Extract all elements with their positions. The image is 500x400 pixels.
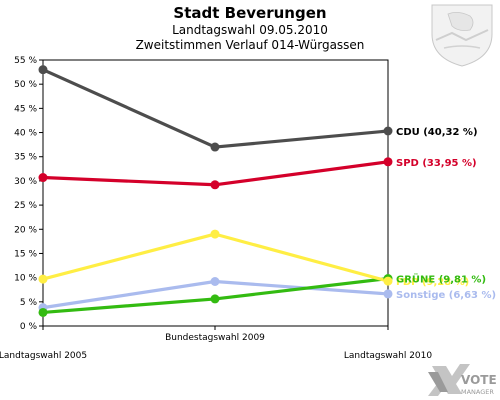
data-point-spd [210, 180, 220, 190]
y-tick-label: 40 % [14, 129, 37, 139]
data-point-fdp [383, 276, 393, 286]
data-point-sonstige [383, 289, 393, 299]
x-tick-label: Bundestagswahl 2009 [165, 333, 265, 343]
data-point-sonstige [210, 277, 220, 287]
chart-title: Stadt Beverungen [173, 4, 327, 22]
data-point-cdu [210, 142, 220, 152]
y-tick-label: 0 % [20, 322, 38, 332]
end-label-spd: SPD (33,95 %) [396, 158, 477, 169]
data-point-fdp [210, 229, 220, 239]
data-point-cdu [383, 126, 393, 136]
y-tick-label: 25 % [14, 201, 37, 211]
data-point-fdp [38, 274, 48, 284]
y-tick-label: 20 % [14, 225, 37, 235]
y-tick-label: 10 % [14, 274, 37, 284]
y-tick-label: 45 % [14, 104, 37, 114]
logo-text-manager: MANAGER [461, 388, 494, 396]
data-point-grüne [210, 294, 220, 304]
end-label-sonstige: Sonstige (6,63 %) [396, 290, 496, 301]
logo-text-vote: VOTE [461, 373, 497, 387]
y-tick-label: 5 % [20, 298, 38, 308]
end-label-cdu: CDU (40,32 %) [396, 127, 478, 138]
end-label-grüne: GRÜNE (9,81 %) [396, 272, 486, 286]
chart-subtitle-election: Landtagswahl 09.05.2010 [172, 23, 328, 37]
x-tick-label: Landtagswahl 2005 [0, 351, 87, 361]
end-label-fdp: FDP (9,28 %) [396, 277, 469, 288]
data-point-grüne [38, 307, 48, 317]
data-point-cdu [38, 65, 48, 75]
coat-of-arms-icon [431, 4, 493, 67]
y-tick-label: 30 % [14, 177, 37, 187]
y-tick-label: 35 % [14, 153, 37, 163]
x-tick-label: Landtagswahl 2010 [344, 351, 433, 361]
data-point-spd [383, 157, 393, 167]
vote-manager-logo: VOTE MANAGER [428, 364, 497, 396]
y-tick-label: 15 % [14, 249, 37, 259]
chart-subtitle-description: Zweitstimmen Verlauf 014-Würgassen [135, 38, 365, 52]
y-tick-label: 55 % [14, 56, 37, 66]
y-tick-label: 50 % [14, 80, 37, 90]
data-point-spd [38, 173, 48, 183]
